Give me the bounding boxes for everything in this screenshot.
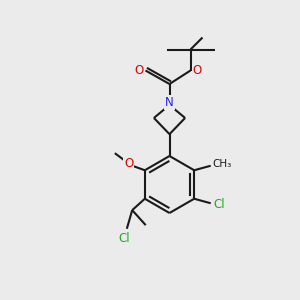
Text: O: O xyxy=(124,157,133,170)
Text: Cl: Cl xyxy=(118,232,130,245)
Text: Cl: Cl xyxy=(213,198,225,211)
Text: O: O xyxy=(134,64,143,77)
Text: O: O xyxy=(193,64,202,77)
Text: CH₃: CH₃ xyxy=(212,159,232,169)
Text: N: N xyxy=(165,96,174,109)
